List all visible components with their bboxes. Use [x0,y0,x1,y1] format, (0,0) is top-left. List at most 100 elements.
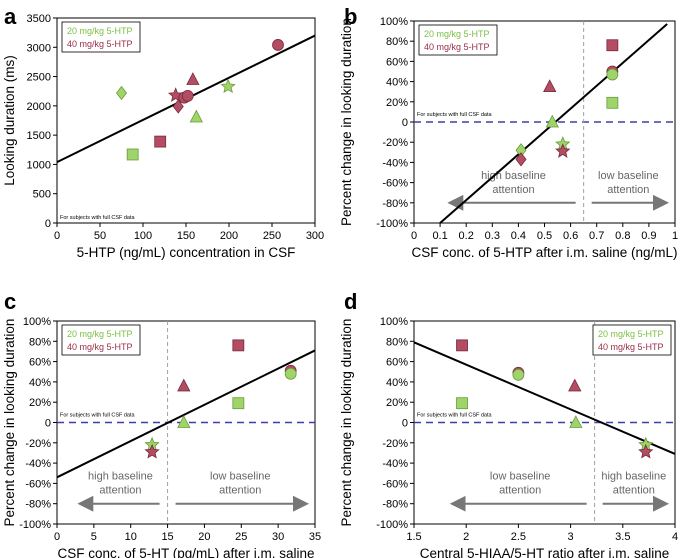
y-tick-label: 20% [386,397,408,409]
y-tick-label: -60% [382,478,408,490]
data-point-circle [606,68,619,81]
data-point-circle [512,368,525,381]
y-tick-label: 80% [386,36,408,48]
data-point-triangle [189,109,203,123]
left-region-label: high baseline [88,471,153,483]
legend-entry-20mg: 20 mg/kg 5-HTP [424,29,490,39]
data-point-circle [284,367,297,380]
panel-letter-b: b [344,4,357,29]
y-tick-label: 40% [386,77,408,89]
y-tick-label: 80% [29,336,51,348]
left-region-label: low baseline [490,471,551,483]
legend-box [61,324,141,356]
data-point-triangle [177,415,191,428]
y-tick-label: 1500 [27,130,51,142]
x-tick-label: 0.3 [485,230,500,242]
y-tick-label: 60% [386,56,408,68]
panel-d: 1.5 2 2.5 3 3.5 4 -100% -80% -60% -40% -20% 0 20% 40%… [339,316,678,558]
legend-entry-40mg: 40 mg/kg 5-HTP [67,39,133,49]
data-point-star [144,443,160,459]
y-tick-label: 0 [402,117,408,129]
subset-note: For subjects with full CSF data [417,413,493,419]
x-tick-label: 1.5 [406,531,421,543]
data-point-square [606,39,619,52]
legend-entry-40mg: 40 mg/kg 5-HTP [424,42,490,52]
data-point-diamond [115,85,128,101]
left-region-label: attention [99,485,141,497]
data-point-diamond [515,152,527,167]
x-tick-label: 15 [161,531,173,543]
y-tick-label: 80% [386,336,408,348]
x-tick-label: 5 [91,531,97,543]
y-tick-label: 40% [386,377,408,389]
x-tick-label: 0.9 [641,230,656,242]
y-tick-label: -20% [382,137,408,149]
y-tick-label: 3000 [27,42,51,54]
y-tick-label: -60% [382,178,408,190]
legend-entry-20mg: 20 mg/kg 5-HTP [67,329,133,339]
y-tick-label: 40% [29,377,51,389]
y-tick-label: -40% [25,458,51,470]
y-axis-label: Percent change in looking duration [2,319,17,527]
x-axis-label: 5-HTP (ng/mL) concentration in CSF [77,245,296,260]
y-tick-label: -40% [382,157,408,169]
x-axis-label: CSF conc. of 5-HT (pg/mL) after i.m. sal… [57,546,314,558]
panel-a: 0 50 100 150 200 250 3000500100015002000250030… [2,13,324,260]
x-tick-label: 10 [125,531,137,543]
x-tick-label: 300 [306,230,324,242]
y-tick-label: -80% [25,499,51,511]
x-tick-label: 4 [672,531,678,543]
y-tick-label: -40% [382,458,408,470]
x-tick-label: 0 [54,230,60,242]
legend-entry-20mg: 20 mg/kg 5-HTP [67,26,133,36]
y-tick-label: 20% [386,97,408,109]
y-tick-label: 3500 [27,13,51,25]
data-point-diamond [172,99,184,114]
y-tick-label: -80% [382,198,408,210]
y-tick-label: 2500 [27,72,51,84]
x-tick-label: 2 [463,531,469,543]
y-tick-label: 100% [380,16,408,28]
data-point-triangle [186,72,200,85]
data-point-triangle [543,79,557,93]
y-tick-label: -20% [382,438,408,450]
data-point-triangle [177,378,191,392]
data-point-star [220,78,236,94]
x-tick-label: 0.1 [432,230,447,242]
x-tick-label: 0.7 [589,230,604,242]
left-region-label: attention [499,485,541,497]
x-tick-label: 2.5 [511,531,526,543]
data-point-star [638,443,654,459]
x-tick-label: 0.5 [537,230,552,242]
data-point-star [555,143,571,158]
regression-line [413,341,676,455]
x-tick-label: 0 [54,531,60,543]
x-tick-label: 0.8 [615,230,630,242]
panel-letter-a: a [4,4,17,29]
y-axis-label: Percent change in looking duration [339,319,354,527]
y-axis-label: Looking duration (ms) [2,55,17,186]
x-tick-label: 0 [411,230,417,242]
x-tick-label: 3 [568,531,574,543]
x-tick-label: 200 [220,230,238,242]
legend-entry-40mg: 40 mg/kg 5-HTP [598,342,664,352]
y-tick-label: -20% [25,438,51,450]
x-tick-label: 20 [198,531,210,543]
x-axis-label: Central 5-HIAA/5-HT ratio after i.m. sal… [420,546,670,558]
left-region-label: high baseline [481,170,546,182]
y-tick-label: -100% [376,218,408,230]
y-tick-label: 1000 [27,159,51,171]
data-point-square [456,339,468,352]
data-point-triangle [545,114,559,128]
y-tick-label: 0 [45,218,51,230]
y-tick-label: 60% [386,357,408,369]
x-tick-label: 35 [309,531,321,543]
x-tick-label: 150 [177,230,195,242]
y-tick-label: -80% [382,499,408,511]
y-tick-label: -100% [19,519,51,531]
right-region-label: attention [613,485,655,497]
subset-note: For subjects with full CSF data [417,112,493,118]
x-tick-label: 0.6 [563,230,578,242]
x-tick-label: 0.2 [459,230,474,242]
